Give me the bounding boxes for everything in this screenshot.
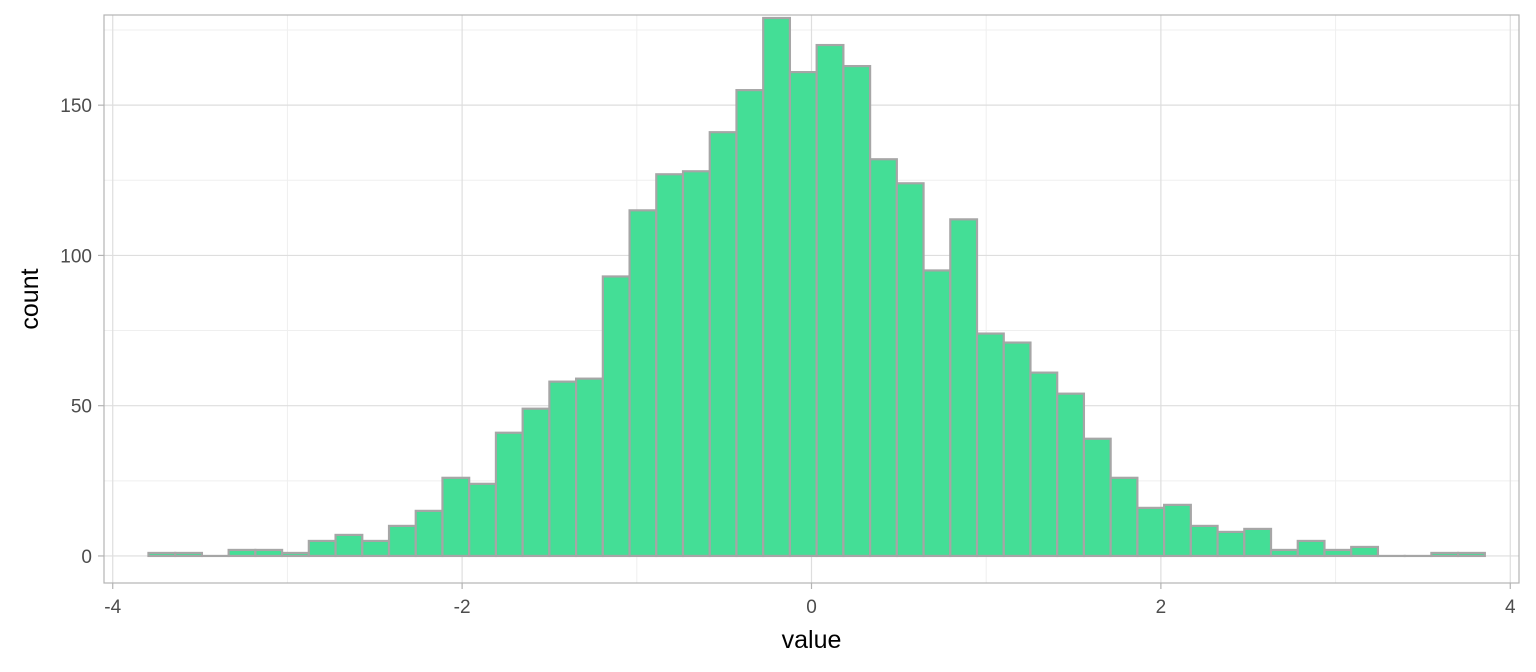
histogram-bar [628,209,658,558]
histogram-bar [548,380,578,558]
histogram-bar [1216,530,1246,558]
histogram-bar [174,551,204,558]
histogram-bar [1002,341,1032,558]
x-tick-label: -2 [454,597,471,618]
histogram-bar [735,89,765,558]
histogram-bar [842,64,872,558]
histogram-bar [1163,503,1192,558]
histogram-bar [1296,539,1326,558]
histogram-bar [601,275,631,558]
histogram-bar [815,43,845,558]
y-axis-title: count [16,268,44,329]
histogram-bar [575,377,604,558]
histogram-bar [975,332,1005,558]
histogram-bar [708,131,738,558]
y-tick-label: 150 [60,96,92,117]
y-tick-label: 0 [81,547,92,568]
x-tick-label: 2 [1156,597,1167,618]
histogram-bar [227,548,257,558]
histogram-bar [1082,437,1112,558]
histogram-bar [1109,476,1139,558]
x-tick-label: 0 [806,597,817,618]
histogram-bar [281,551,310,558]
histogram-bar [521,407,551,558]
x-tick-label: -4 [104,597,121,618]
histogram-bar [254,548,284,558]
histogram-bar [414,509,444,558]
histogram-bar [441,476,471,558]
histogram-bar [1189,524,1219,558]
histogram-bar [1457,551,1486,558]
histogram-bar [361,539,391,558]
histogram-bar [762,16,792,558]
histogram-bar [334,533,364,558]
histogram-bar [869,158,898,558]
histogram-bar [1056,392,1086,558]
histogram-bar [1430,551,1460,558]
histogram-bar [1269,548,1299,558]
histogram-bar [922,269,952,558]
histogram-bar [468,482,498,558]
histogram-bar [1136,506,1166,558]
histogram-bar [895,182,925,558]
x-axis: -4 -2 0 2 4 [104,583,1516,618]
histogram-bar [307,539,337,558]
histogram-bar [1029,371,1059,558]
histogram-bar [494,431,524,558]
x-axis-title: value [782,626,842,654]
y-tick-label: 50 [71,397,92,418]
histogram-bars [147,16,1486,558]
y-tick-label: 100 [60,246,92,267]
x-tick-label: 4 [1505,597,1516,618]
y-axis: 0 50 100 150 [60,96,104,568]
histogram-bar [681,170,711,558]
histogram-bar [949,218,979,558]
histogram-bar [1323,548,1353,558]
histogram-bar [655,173,685,558]
histogram-bar [1350,545,1380,558]
histogram-bar [387,524,417,558]
histogram-bar [1243,527,1273,558]
histogram-bar [147,551,177,558]
histogram-bar [788,71,818,558]
